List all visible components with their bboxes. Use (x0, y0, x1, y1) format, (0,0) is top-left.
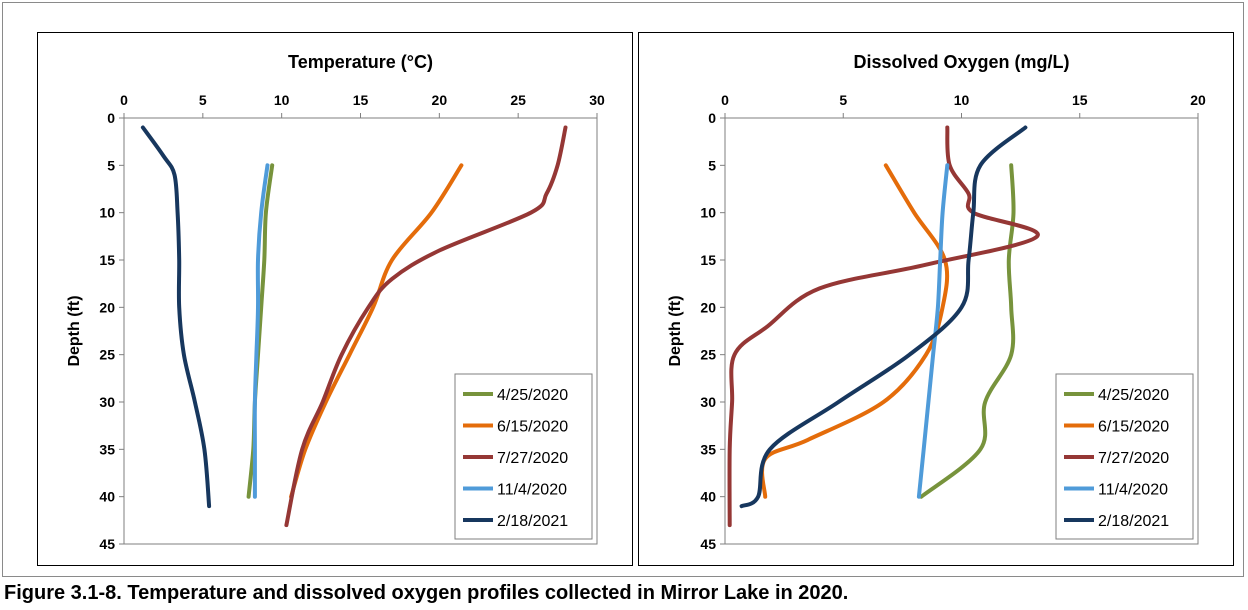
dissolved-oxygen-y-tick-label: 25 (700, 347, 716, 363)
figure-frame (2, 2, 1244, 577)
temperature-legend-label-4-25-2020: 4/25/2020 (497, 387, 568, 404)
dissolved-oxygen-chart-title: Dissolved Oxygen (mg/L) (853, 52, 1069, 72)
temperature-y-tick-label: 0 (107, 110, 115, 126)
dissolved-oxygen-x-tick-label: 0 (721, 92, 729, 108)
temperature-chart: Temperature (°C) 0 5 10 15 20 25 30 0 5 10 15 20 25 30… (37, 32, 633, 566)
dissolved-oxygen-x-tick-label: 20 (1190, 92, 1206, 108)
dissolved-oxygen-y-tick-label: 10 (700, 205, 716, 221)
temperature-y-axis-label: Depth (ft) (66, 295, 83, 366)
dissolved-oxygen-y-tick-label: 45 (700, 536, 716, 552)
dissolved-oxygen-series-line-2-18-2021 (739, 125, 1028, 509)
dissolved-oxygen-series-line-6-15-2020 (760, 163, 950, 499)
temperature-series-line-6-15-2020 (289, 163, 464, 499)
temperature-x-tick-label: 0 (120, 92, 128, 108)
temperature-x-tick-label: 15 (353, 92, 369, 108)
temperature-y-tick-label: 20 (99, 299, 115, 315)
temperature-legend-label-7-27-2020: 7/27/2020 (497, 450, 568, 467)
temperature-legend-label-6-15-2020: 6/15/2020 (497, 419, 568, 436)
temperature-legend-label-11-4-2020: 11/4/2020 (497, 482, 567, 499)
dissolved-oxygen-legend-label-6-15-2020: 6/15/2020 (1098, 419, 1169, 436)
dissolved-oxygen-chart-panel: Dissolved Oxygen (mg/L) 0 5 10 15 20 0 5 10 15 20 2… (638, 32, 1234, 566)
temperature-y-tick-label: 15 (99, 252, 115, 268)
dissolved-oxygen-y-tick-label: 15 (700, 252, 716, 268)
dissolved-oxygen-series-line-4-25-2020 (919, 163, 1016, 499)
dissolved-oxygen-legend-label-7-27-2020: 7/27/2020 (1098, 450, 1169, 467)
temperature-x-tick-label: 5 (199, 92, 207, 108)
temperature-series-line-7-27-2020 (284, 125, 568, 528)
temperature-y-tick-label: 25 (99, 347, 115, 363)
temperature-y-tick-label: 40 (99, 489, 115, 505)
temperature-x-tick-label: 20 (432, 92, 448, 108)
dissolved-oxygen-x-tick-label: 15 (1072, 92, 1088, 108)
temperature-x-tick-label: 25 (510, 92, 526, 108)
temperature-x-tick-label: 10 (274, 92, 290, 108)
temperature-series-line-11-4-2020 (252, 163, 270, 499)
temperature-y-tick-label: 5 (107, 157, 115, 173)
dissolved-oxygen-series-line-7-27-2020 (727, 125, 1040, 528)
temperature-y-tick-label: 10 (99, 205, 115, 221)
dissolved-oxygen-y-axis-label: Depth (ft) (667, 295, 684, 366)
figure-caption: Figure 3.1-8. Temperature and dissolved … (4, 582, 849, 604)
temperature-chart-title: Temperature (°C) (288, 52, 433, 72)
temperature-legend-label-2-18-2021: 2/18/2021 (497, 513, 568, 530)
dissolved-oxygen-legend-label-11-4-2020: 11/4/2020 (1098, 482, 1168, 499)
temperature-series-line-2-18-2021 (140, 125, 212, 509)
temperature-x-tick-label: 30 (589, 92, 605, 108)
dissolved-oxygen-series-line-11-4-2020 (916, 163, 950, 499)
dissolved-oxygen-chart: Dissolved Oxygen (mg/L) 0 5 10 15 20 0 5 10 15 20 2… (638, 32, 1234, 566)
temperature-chart-panel: Temperature (°C) 0 5 10 15 20 25 30 0 5 10 15 20 25 30… (37, 32, 633, 566)
dissolved-oxygen-legend-label-4-25-2020: 4/25/2020 (1098, 387, 1169, 404)
dissolved-oxygen-legend-label-2-18-2021: 2/18/2021 (1098, 513, 1169, 530)
dissolved-oxygen-y-tick-label: 20 (700, 299, 716, 315)
dissolved-oxygen-y-tick-label: 0 (708, 110, 716, 126)
dissolved-oxygen-x-tick-label: 5 (839, 92, 847, 108)
dissolved-oxygen-y-tick-label: 40 (700, 489, 716, 505)
temperature-y-tick-label: 35 (99, 441, 115, 457)
temperature-y-tick-label: 45 (99, 536, 115, 552)
dissolved-oxygen-y-tick-label: 35 (700, 441, 716, 457)
dissolved-oxygen-y-tick-label: 5 (708, 157, 716, 173)
dissolved-oxygen-y-tick-label: 30 (700, 394, 716, 410)
temperature-y-tick-label: 30 (99, 394, 115, 410)
dissolved-oxygen-x-tick-label: 10 (954, 92, 970, 108)
